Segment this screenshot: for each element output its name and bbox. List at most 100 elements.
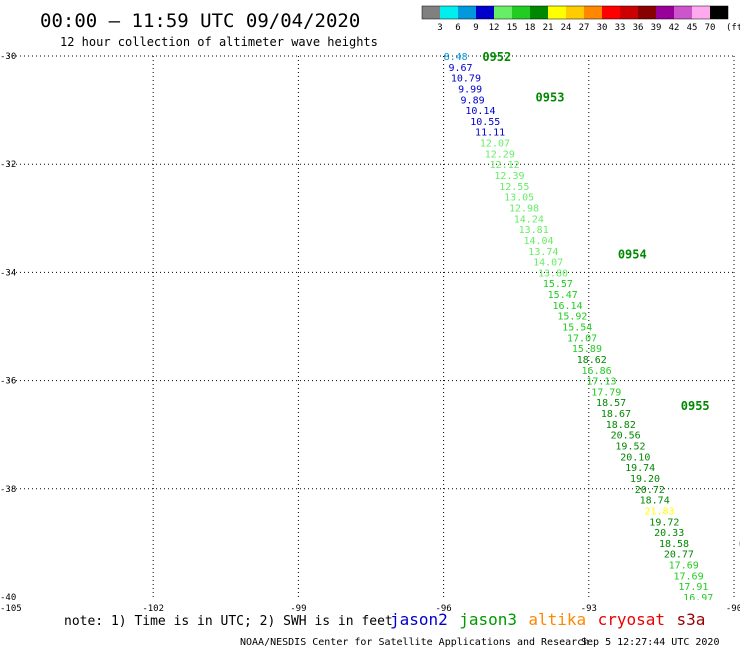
swh-point-label: 14.04 [523,236,553,247]
satellite-legend: jason2 jason3 altika cryosat s3a [390,610,705,629]
swh-point-label: 16.86 [582,366,612,377]
swh-point-label: 15.47 [548,290,578,301]
legend-swatch [584,6,602,19]
legend-swatch [710,6,728,19]
pass-time-label: 0953 [536,91,565,105]
legend-frame [421,5,729,20]
satellite-legend-entry: jason3 [459,610,517,629]
swh-point-label: 12.07 [480,139,510,150]
swh-point-label: 19.72 [649,517,679,528]
satellite-legend-entry: altika [528,610,586,629]
x-tick-label: -99 [290,604,306,614]
footer-timestamp: Sep 5 12:27:44 UTC 2020 [581,637,719,648]
legend-bin-label: 27 [579,23,590,33]
swh-point-label: 14.24 [514,214,544,225]
grid-lines [8,55,735,597]
legend-bin-label: 15 [507,23,518,33]
legend-bin-label: 6 [455,23,460,33]
swh-point-label: 18.67 [601,409,631,420]
legend-bin-label: 3 [437,23,442,33]
swh-point-label: 12.98 [509,203,539,214]
y-tick-label: -36 [0,377,16,387]
swh-point-label: 17.69 [674,571,704,582]
swh-point-label: 10.55 [470,117,500,128]
legend-swatch [548,6,566,19]
swh-point-label: 13.80 [538,268,568,279]
footer-note: note: 1) Time is in UTC; 2) SWH is in fe… [64,614,393,629]
swh-point-label: 18.82 [606,420,636,431]
legend-bin-label: 36 [633,23,644,33]
axis-tick-labels: -105 -102 -99 -96 -93 -90 -30 -32 -34 -36 -38 -40 [0,52,740,614]
swh-point-label: 18.62 [577,355,607,366]
swh-point-label: 17.69 [669,561,699,572]
legend-swatch [656,6,674,19]
swh-point-label: 19.52 [615,442,645,453]
swh-point-label: 21.83 [644,506,674,517]
legend-unit: (ft) [726,23,740,33]
swh-point-label: 15.54 [562,323,592,334]
footer-credit: NOAA/NESDIS Center for Satellite Applica… [240,637,589,648]
x-tick-label: -96 [435,604,451,614]
swh-point-label: 20.33 [654,528,684,539]
pass-time-label: 0952 [482,50,511,64]
swh-point-label: 20.72 [635,485,665,496]
legend-swatch [566,6,584,19]
swh-point-label: 18.74 [640,496,670,507]
legend-bin-label: 24 [561,23,572,33]
swh-point-label: 15.89 [572,344,602,355]
legend-swatch [602,6,620,19]
legend-bin-label: 33 [615,23,626,33]
swh-point-label: 17.13 [586,377,616,388]
swh-point-label: 16.14 [553,301,583,312]
legend-bin-label: 39 [651,23,662,33]
swh-point-label: 15.92 [557,312,587,323]
swh-point-label: 20.56 [611,431,641,442]
swh-point-label: 12.12 [490,160,520,171]
legend-bin-label: 18 [525,23,536,33]
swh-point-label: 13.74 [528,247,558,258]
legend-bin-label: 9 [473,23,478,33]
legend-bin-label: 21 [543,23,554,33]
swh-point-label: 20.10 [620,452,650,463]
swh-point-label: 11.11 [475,128,505,139]
swh-point-label: 8.48 [444,52,468,63]
swh-point-label: 12.55 [499,182,529,193]
legend-swatch [620,6,638,19]
legend-swatch [674,6,692,19]
x-tick-label: -105 [0,604,22,614]
x-tick-label: -90 [726,604,740,614]
swh-points: 8.489.6710.799.999.8910.1410.5511.1112.0… [444,52,714,604]
swh-point-label: 12.39 [494,171,524,182]
x-tick-label: -102 [142,604,164,614]
swh-point-label: 17.91 [678,582,708,593]
swh-point-label: 9.67 [448,63,472,74]
swh-point-label: 9.99 [458,84,482,95]
satellite-legend-entry: cryosat [598,610,665,629]
legend-swatch [458,6,476,19]
swh-point-label: 12.29 [485,149,515,160]
y-tick-label: -32 [0,160,16,170]
swh-point-label: 13.81 [519,225,549,236]
legend-swatch [512,6,530,19]
legend-bin-label: 45 [687,23,698,33]
legend-swatch [440,6,458,19]
pass-time-label: 0 [739,537,740,551]
swh-point-label: 19.74 [625,463,655,474]
legend-swatch [422,6,440,19]
swh-point-label: 13.05 [504,193,534,204]
swh-point-label: 15.57 [543,279,573,290]
swh-point-label: 19.20 [630,474,660,485]
legend-bin-label: 12 [489,23,500,33]
swh-point-label: 17.07 [567,333,597,344]
x-tick-label: -93 [581,604,597,614]
swh-point-label: 16.97 [683,593,713,604]
pass-time-labels: 0952 0953 0954 0955 0 [482,50,740,551]
legend-swatch [638,6,656,19]
y-tick-label: -40 [0,593,16,603]
swh-point-label: 17.79 [591,387,621,398]
swh-point-label: 10.14 [465,106,495,117]
chart-subtitle: 12 hour collection of altimeter wave hei… [60,35,378,49]
